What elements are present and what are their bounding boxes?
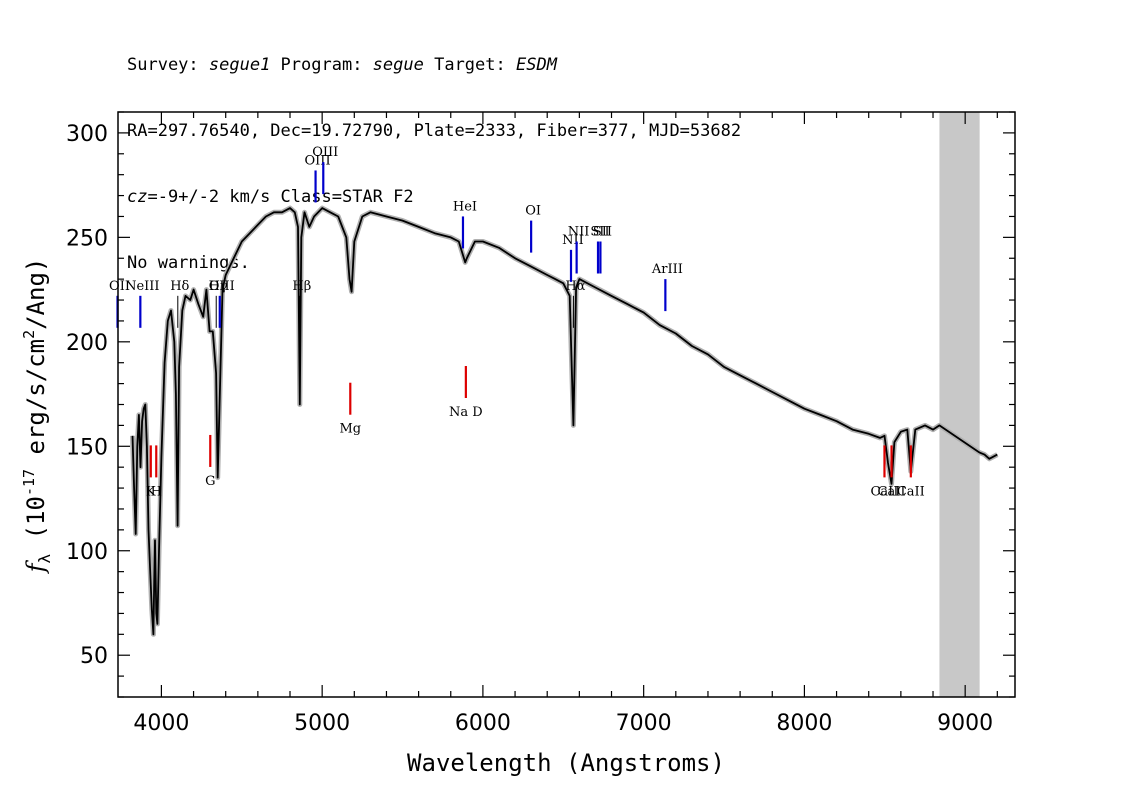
emission-line-label-4: OIII bbox=[209, 279, 235, 294]
absorption-line-label-4: Na D bbox=[449, 405, 483, 420]
emission-line-label-10: NII bbox=[562, 233, 584, 248]
x-axis-title: Wavelength (Angstroms) bbox=[407, 749, 725, 777]
emission-line-label-12: NII bbox=[568, 225, 590, 240]
absorption-line-label-3: Mg bbox=[339, 422, 361, 437]
x-tick-label: 8000 bbox=[776, 711, 832, 736]
x-axis-group: 4000 5000 6000 7000 8000 9000 bbox=[133, 112, 998, 736]
y-tick-label: 150 bbox=[66, 435, 108, 460]
emission-line-label-1: NeIII bbox=[125, 279, 159, 294]
emission-line-label-0: OII bbox=[109, 279, 130, 294]
y-tick-label: 250 bbox=[66, 226, 108, 251]
error-band bbox=[130, 205, 999, 637]
header-line-coordinates: RA=297.76540, Dec=19.72790, Plate=2333, … bbox=[127, 121, 742, 141]
plot-frame bbox=[117, 111, 1016, 698]
masked-region bbox=[939, 112, 980, 697]
absorption-line-label-7: CaII bbox=[897, 484, 925, 499]
x-tick-label: 5000 bbox=[294, 711, 350, 736]
emission-line-label-5: Hβ bbox=[292, 279, 311, 294]
masked-region-group bbox=[939, 112, 980, 697]
header-line-survey: Survey: segue1 Program: segue Target: ES… bbox=[127, 55, 557, 75]
survey-value: segue1 bbox=[208, 55, 271, 75]
y-axis-group: 50 100 150 200 250 300 bbox=[66, 111, 1015, 698]
y-tick-label: 300 bbox=[66, 122, 108, 147]
x-tick-label: 6000 bbox=[455, 711, 511, 736]
emission-line-label-8: HeI bbox=[453, 199, 477, 214]
header-line-redshift: cz=-9+/-2 km/s Class=STAR F2 bbox=[127, 187, 414, 207]
spectrum-line bbox=[131, 207, 998, 636]
x-tick-label: 7000 bbox=[616, 711, 672, 736]
y-axis-title: fλ (10-17 erg/s/cm2/Ang) bbox=[20, 258, 54, 575]
y-tick-label: 100 bbox=[66, 540, 108, 565]
x-tick-label: 4000 bbox=[133, 711, 189, 736]
emission-line-label-2: Hδ bbox=[170, 279, 189, 294]
target-value: ESDM bbox=[515, 55, 557, 75]
spectrum-group bbox=[131, 207, 998, 636]
emission-line-label-11: Hα bbox=[565, 279, 585, 294]
plot-header: Survey: segue1 Program: segue Target: ES… bbox=[127, 10, 741, 296]
emission-line-label-9: OI bbox=[525, 204, 541, 219]
emission-line-label-14: SII bbox=[593, 225, 612, 240]
emission-line-label-13: SII bbox=[590, 225, 609, 240]
x-tick-label: 9000 bbox=[937, 711, 993, 736]
program-value: segue bbox=[372, 55, 424, 75]
absorption-line-label-0: K bbox=[146, 484, 156, 499]
absorption-line-label-2: G bbox=[205, 474, 215, 489]
absorption-line-label-6: CaII bbox=[878, 484, 906, 499]
error-band-group bbox=[130, 205, 999, 637]
emission-line-label-15: ArIII bbox=[651, 262, 683, 277]
plot-frame-group bbox=[117, 111, 1016, 698]
y-tick-label: 200 bbox=[66, 331, 108, 356]
absorption-line-label-5: CaII bbox=[870, 484, 898, 499]
emission-line-label-3: Hγ bbox=[209, 279, 228, 294]
absorption-line-label-1: H bbox=[151, 484, 162, 499]
y-tick-label: 50 bbox=[80, 644, 108, 669]
emission-line-label-7: OIII bbox=[312, 145, 338, 160]
